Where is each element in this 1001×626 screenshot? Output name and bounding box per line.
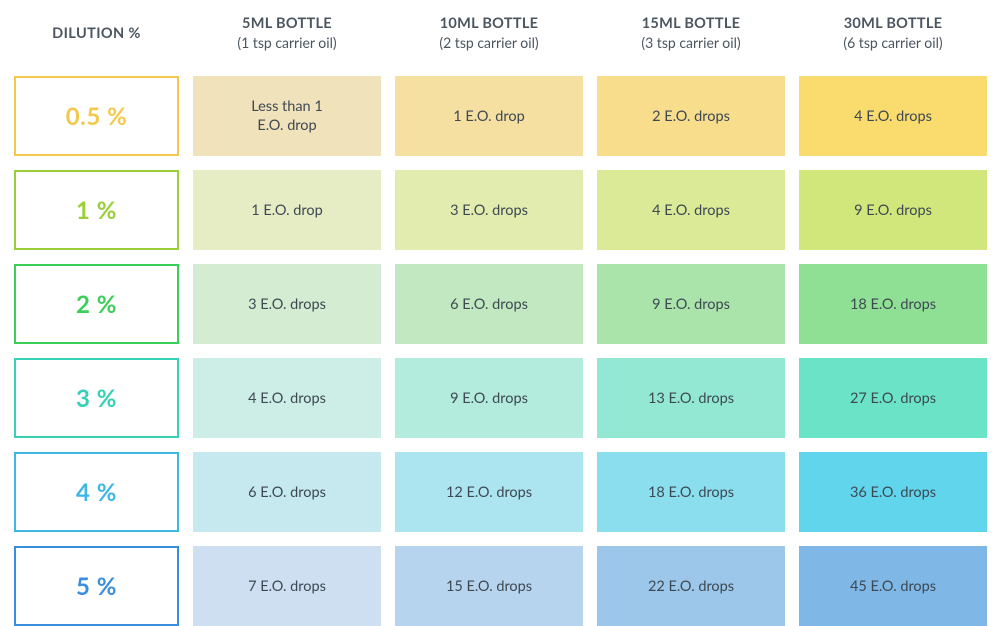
data-cell: 9 E.O. drops <box>799 170 987 250</box>
dilution-row-label: 2 % <box>14 264 179 344</box>
data-cell: 22 E.O. drops <box>597 546 785 626</box>
column-header-sub: (6 tsp carrier oil) <box>801 34 985 53</box>
data-cell: 3 E.O. drops <box>395 170 583 250</box>
data-cell: Less than 1E.O. drop <box>193 76 381 156</box>
column-header: 15ML BOTTLE(3 tsp carrier oil) <box>597 8 785 62</box>
dilution-row-label: 3 % <box>14 358 179 438</box>
data-cell: 9 E.O. drops <box>395 358 583 438</box>
data-cell: 6 E.O. drops <box>193 452 381 532</box>
data-cell: 45 E.O. drops <box>799 546 987 626</box>
column-header-main: 30ML BOTTLE <box>801 14 985 34</box>
data-cell: 1 E.O. drop <box>193 170 381 250</box>
column-header: 30ML BOTTLE(6 tsp carrier oil) <box>799 8 987 62</box>
data-cell: 36 E.O. drops <box>799 452 987 532</box>
column-header: 5ML BOTTLE(1 tsp carrier oil) <box>193 8 381 62</box>
data-cell: 4 E.O. drops <box>799 76 987 156</box>
dilution-row-label: 0.5 % <box>14 76 179 156</box>
data-cell: 18 E.O. drops <box>597 452 785 532</box>
data-cell: 12 E.O. drops <box>395 452 583 532</box>
data-cell: 2 E.O. drops <box>597 76 785 156</box>
data-cell: 13 E.O. drops <box>597 358 785 438</box>
data-cell: 3 E.O. drops <box>193 264 381 344</box>
data-cell: 4 E.O. drops <box>597 170 785 250</box>
column-header-main: 5ML BOTTLE <box>195 14 379 34</box>
data-cell: 7 E.O. drops <box>193 546 381 626</box>
dilution-row-label: 5 % <box>14 546 179 626</box>
data-cell: 1 E.O. drop <box>395 76 583 156</box>
data-cell: 18 E.O. drops <box>799 264 987 344</box>
dilution-row-label: 4 % <box>14 452 179 532</box>
column-header-sub: (3 tsp carrier oil) <box>599 34 783 53</box>
data-cell: 4 E.O. drops <box>193 358 381 438</box>
column-header-main: 10ML BOTTLE <box>397 14 581 34</box>
column-header-main: 15ML BOTTLE <box>599 14 783 34</box>
column-header-sub: (2 tsp carrier oil) <box>397 34 581 53</box>
column-header: 10ML BOTTLE(2 tsp carrier oil) <box>395 8 583 62</box>
data-cell: 9 E.O. drops <box>597 264 785 344</box>
dilution-row-label: 1 % <box>14 170 179 250</box>
dilution-table: DILUTION % 5ML BOTTLE(1 tsp carrier oil) 1… <box>14 8 987 626</box>
column-header-sub: (1 tsp carrier oil) <box>195 34 379 53</box>
data-cell: 27 E.O. drops <box>799 358 987 438</box>
dilution-header: DILUTION % <box>14 8 179 62</box>
data-cell: 15 E.O. drops <box>395 546 583 626</box>
data-cell: 6 E.O. drops <box>395 264 583 344</box>
